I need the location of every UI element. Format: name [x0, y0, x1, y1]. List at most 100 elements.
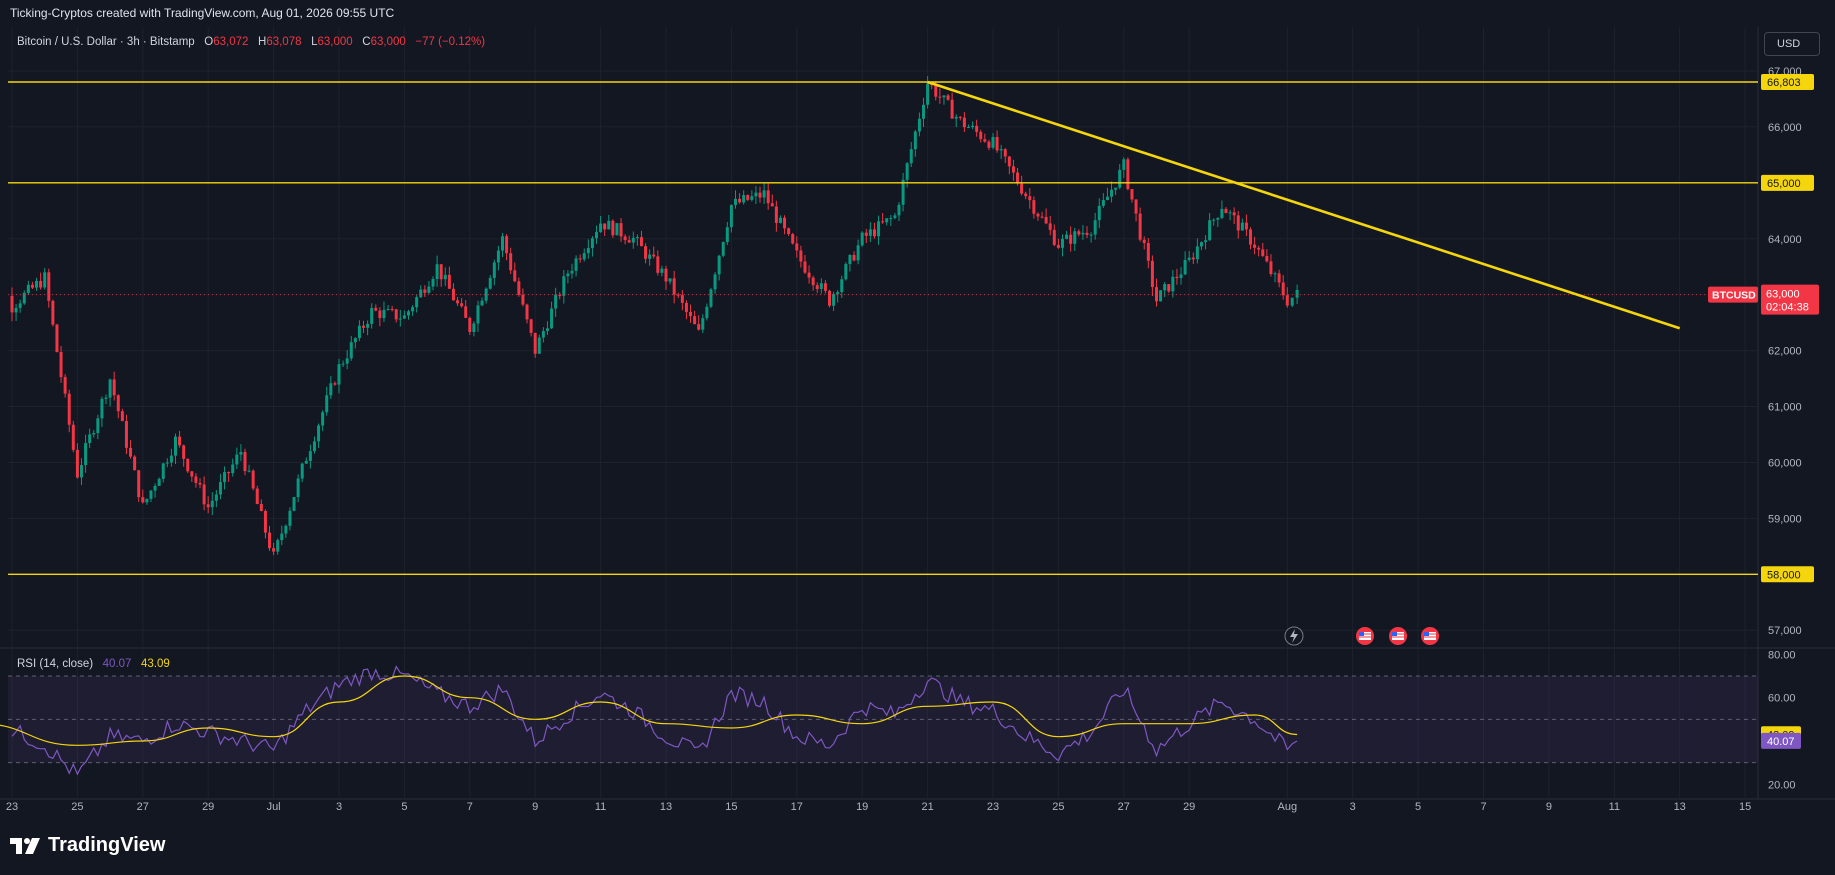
symbol-tag — [1708, 286, 1758, 303]
candle — [676, 292, 680, 299]
candle — [1240, 218, 1244, 231]
candle-body — [1089, 234, 1093, 236]
candle-body — [639, 237, 643, 247]
candle — [1114, 187, 1118, 195]
candle — [599, 215, 603, 233]
candle-body — [505, 236, 509, 254]
candle-body — [496, 250, 500, 263]
candle — [263, 509, 267, 539]
candle-body — [971, 125, 975, 128]
candle — [860, 231, 864, 247]
candle-body — [431, 278, 435, 287]
candle — [124, 414, 128, 455]
trendline[interactable] — [927, 80, 1681, 330]
candle — [284, 524, 288, 538]
candle-body — [186, 458, 190, 472]
candle-body — [153, 485, 157, 491]
candle-body — [288, 510, 292, 526]
candle-body — [247, 470, 251, 472]
candle-body — [1285, 295, 1289, 306]
time-tick-label: 13 — [1674, 801, 1686, 813]
candle-body — [1093, 220, 1097, 235]
candle-body — [129, 447, 133, 457]
currency-button[interactable]: USD — [1764, 32, 1820, 56]
candle — [746, 194, 750, 201]
candle — [733, 190, 737, 209]
chart-frame[interactable]: 57,000 58,000 59,000 60,000 61,000 62,000 63,0… — [0, 27, 1835, 817]
us-flag-event-field — [1392, 632, 1404, 640]
close-label: C — [362, 36, 371, 48]
candle-body — [47, 272, 51, 301]
candle-body — [423, 289, 427, 293]
candle — [836, 290, 840, 303]
candle — [942, 95, 946, 105]
time-tick-label: 29 — [202, 801, 214, 813]
candle-body — [406, 311, 410, 316]
candle-body — [554, 294, 558, 309]
candle-body — [1195, 246, 1199, 260]
candle — [1060, 234, 1064, 257]
time-tick-label: 25 — [71, 801, 83, 813]
candle-body — [623, 236, 627, 241]
candle-body — [75, 449, 79, 478]
candle — [828, 289, 831, 308]
chart-background — [0, 27, 1835, 817]
price-tick-label: 62,000 — [1768, 346, 1802, 358]
candle — [619, 218, 623, 242]
candle-body — [1240, 222, 1244, 231]
us-flag-event-icon[interactable] — [1389, 627, 1407, 645]
candle-body — [411, 307, 415, 312]
candle — [321, 410, 325, 432]
candle-body — [112, 379, 116, 396]
us-flag-event-icon[interactable] — [1421, 627, 1439, 645]
candle-body — [766, 190, 770, 204]
candle-body — [578, 258, 582, 260]
candle — [1150, 255, 1154, 296]
us-flag-event-icon[interactable] — [1356, 627, 1374, 645]
candle — [18, 299, 22, 313]
candle-body — [570, 270, 574, 274]
candle-body — [214, 494, 218, 501]
candle-body — [1220, 208, 1224, 218]
candle — [983, 133, 987, 143]
price-tick-label: 61,000 — [1768, 402, 1802, 414]
candle-body — [574, 258, 578, 271]
candle-body — [1065, 234, 1069, 239]
candle — [43, 268, 47, 290]
candle-body — [868, 229, 872, 236]
candle — [419, 285, 423, 298]
candle — [1056, 238, 1060, 249]
candle — [1269, 254, 1273, 277]
candle-body — [725, 227, 729, 243]
candle — [705, 303, 709, 321]
candle — [946, 93, 950, 101]
tradingview-logo-icon — [10, 837, 40, 854]
candle — [214, 489, 218, 508]
chart-canvas[interactable]: 57,000 58,000 59,000 60,000 61,000 62,000 63,0… — [0, 27, 1835, 817]
candle-body — [1105, 196, 1109, 201]
candle-body — [190, 471, 194, 477]
candle-body — [521, 294, 525, 305]
candle-body — [1077, 231, 1081, 235]
candle-body — [656, 256, 660, 273]
candle — [877, 215, 881, 245]
candle-body — [1261, 249, 1265, 256]
candle-body — [533, 332, 537, 354]
candle-body — [1060, 238, 1064, 248]
candle-body — [733, 198, 737, 206]
time-tick-label: 25 — [1052, 801, 1064, 813]
candle — [1105, 187, 1109, 201]
candle — [586, 239, 590, 259]
candle-body — [1118, 169, 1122, 188]
candle-body — [165, 462, 169, 464]
tradingview-logo[interactable]: TradingView — [10, 834, 165, 857]
candle-body — [672, 278, 676, 295]
candle — [1011, 159, 1015, 181]
low-value: 63,000 — [317, 36, 353, 48]
lightning-event-icon[interactable] — [1284, 626, 1304, 646]
candle-body — [807, 272, 811, 278]
candle-body — [484, 288, 488, 301]
candle — [386, 305, 390, 311]
time-tick-label: 11 — [595, 801, 606, 813]
candle — [1281, 275, 1285, 300]
